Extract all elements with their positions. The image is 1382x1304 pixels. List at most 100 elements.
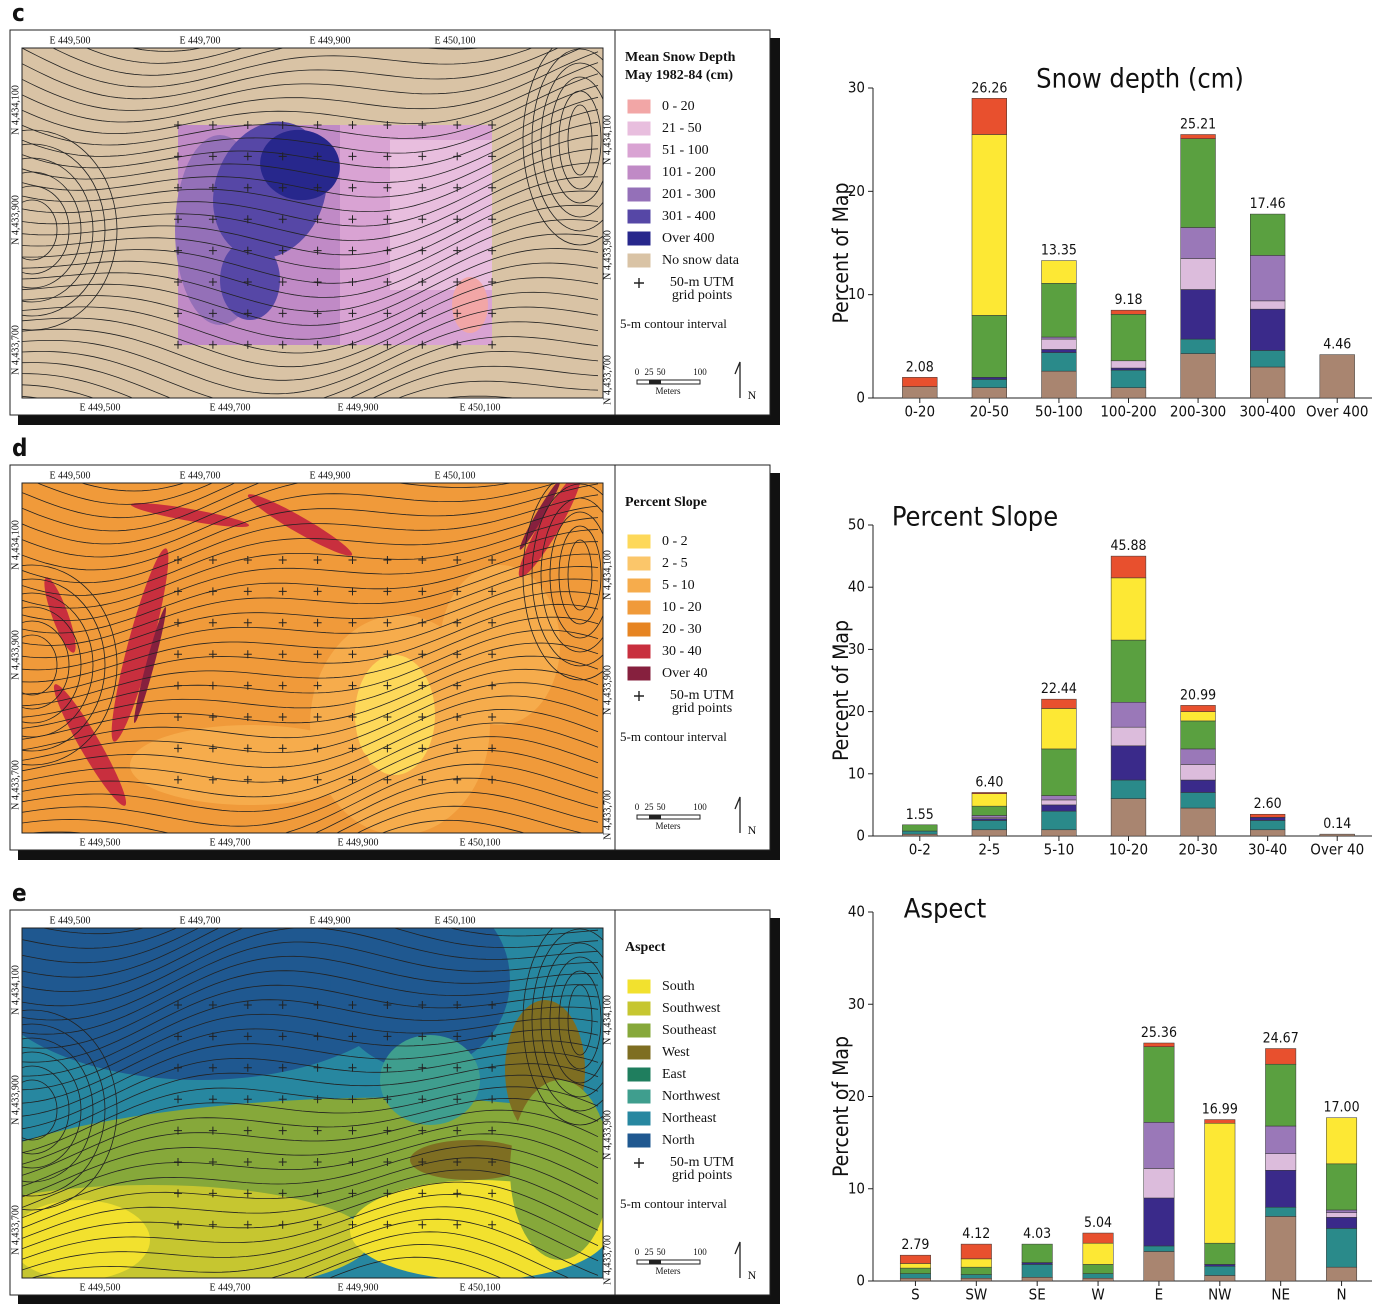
bar-segment <box>902 386 938 399</box>
contour <box>269 1231 570 1278</box>
northing-label: N 4,433,900 <box>602 665 613 715</box>
grid-point <box>383 681 392 690</box>
contour <box>540 942 603 1098</box>
legend-grid-label: 50-m UTM <box>670 275 735 290</box>
x-tick-label: SE <box>1029 1286 1046 1304</box>
north-label: N <box>748 388 757 402</box>
grid-point <box>174 650 182 659</box>
easting-label: E 449,700 <box>209 1282 250 1293</box>
contour <box>22 1079 58 1141</box>
legend-label: Southeast <box>662 1023 717 1038</box>
easting-label: E 450,100 <box>459 1282 500 1293</box>
bar-label: 25.21 <box>1180 117 1216 133</box>
grid-point <box>243 1001 252 1009</box>
grid-point <box>278 1158 287 1166</box>
grid-point <box>208 1220 217 1229</box>
scale-unit: Meters <box>656 386 681 396</box>
contour <box>22 566 599 659</box>
grid-point <box>174 1095 182 1104</box>
bar-segment <box>1204 1265 1236 1276</box>
raster-patch <box>260 129 340 201</box>
bar-segment <box>1326 1163 1358 1211</box>
contour <box>336 791 599 833</box>
grid-point <box>488 1095 497 1104</box>
legend-swatch <box>626 252 652 269</box>
bar-segment <box>1110 702 1147 728</box>
contour <box>302 1244 537 1278</box>
grid-point <box>174 183 182 192</box>
scale-label: 100 <box>693 1247 707 1257</box>
bar-segment <box>1180 289 1216 340</box>
easting-label: E 450,100 <box>459 837 500 848</box>
contour <box>22 1037 94 1183</box>
grid-point <box>383 1032 392 1041</box>
grid-point <box>313 121 322 129</box>
grid-point <box>383 152 392 161</box>
bar-segment <box>1180 705 1216 712</box>
bar-segment <box>1041 829 1077 837</box>
contour <box>22 517 599 609</box>
grid-point <box>208 246 217 255</box>
grid-point <box>278 152 287 161</box>
map-border <box>21 482 604 834</box>
grid-point <box>383 556 392 564</box>
grid-point <box>208 587 217 596</box>
grid-point <box>418 650 427 659</box>
bar-segment <box>1180 779 1216 793</box>
legend-label: No snow data <box>662 253 740 268</box>
grid-point <box>278 183 287 192</box>
legend-swatch <box>626 665 652 682</box>
bar-segment <box>1250 300 1286 310</box>
grid-point <box>243 713 252 721</box>
scale-unit: Meters <box>656 821 681 831</box>
scale-bar <box>649 380 661 384</box>
contour <box>22 185 70 275</box>
grid-point <box>174 1126 182 1135</box>
bar-segment <box>902 830 938 835</box>
contour <box>22 483 513 545</box>
grid-point <box>243 1063 252 1072</box>
contour <box>22 695 599 772</box>
contour <box>22 291 599 368</box>
northing-label: N 4,433,700 <box>10 760 21 810</box>
bar-label: 9.18 <box>1114 292 1142 308</box>
grid-point <box>453 744 462 753</box>
legend-swatch <box>626 142 652 159</box>
legend-label: 30 - 40 <box>662 644 702 659</box>
grid-point <box>313 556 322 564</box>
grid-point <box>383 1001 392 1009</box>
x-tick-label: S <box>911 1286 920 1304</box>
bar-segment <box>1110 314 1147 362</box>
grid-point <box>488 587 497 596</box>
grid-point <box>488 744 497 753</box>
bar-segment <box>1180 792 1216 809</box>
contour <box>22 578 106 752</box>
legend-grid-label: grid points <box>672 288 732 303</box>
contour <box>22 941 599 1021</box>
legend-grid-label: grid points <box>672 1168 732 1183</box>
contour <box>22 204 599 284</box>
scale-label: 0 <box>635 802 640 812</box>
contour <box>22 1193 599 1260</box>
x-tick-label: 5-10 <box>1044 841 1075 859</box>
grid-point <box>418 121 427 129</box>
bar-segment <box>1265 1153 1297 1171</box>
grid-point <box>243 1095 252 1104</box>
bar-segment <box>971 134 1008 316</box>
grid-point <box>418 278 427 286</box>
contour <box>22 1206 599 1271</box>
grid-point <box>453 1158 462 1166</box>
contour <box>22 928 200 964</box>
grid-point <box>383 340 392 349</box>
grid-point <box>488 1158 497 1166</box>
contour <box>22 642 599 729</box>
y-tick-label: 30 <box>848 995 865 1013</box>
bar-segment <box>960 1266 992 1275</box>
legend-label: 10 - 20 <box>662 600 702 615</box>
grid-point <box>383 1095 392 1104</box>
bar-segment <box>1082 1277 1114 1282</box>
legend-swatch <box>626 1066 652 1083</box>
grid-point <box>278 1126 287 1135</box>
grid-point <box>488 1189 497 1198</box>
